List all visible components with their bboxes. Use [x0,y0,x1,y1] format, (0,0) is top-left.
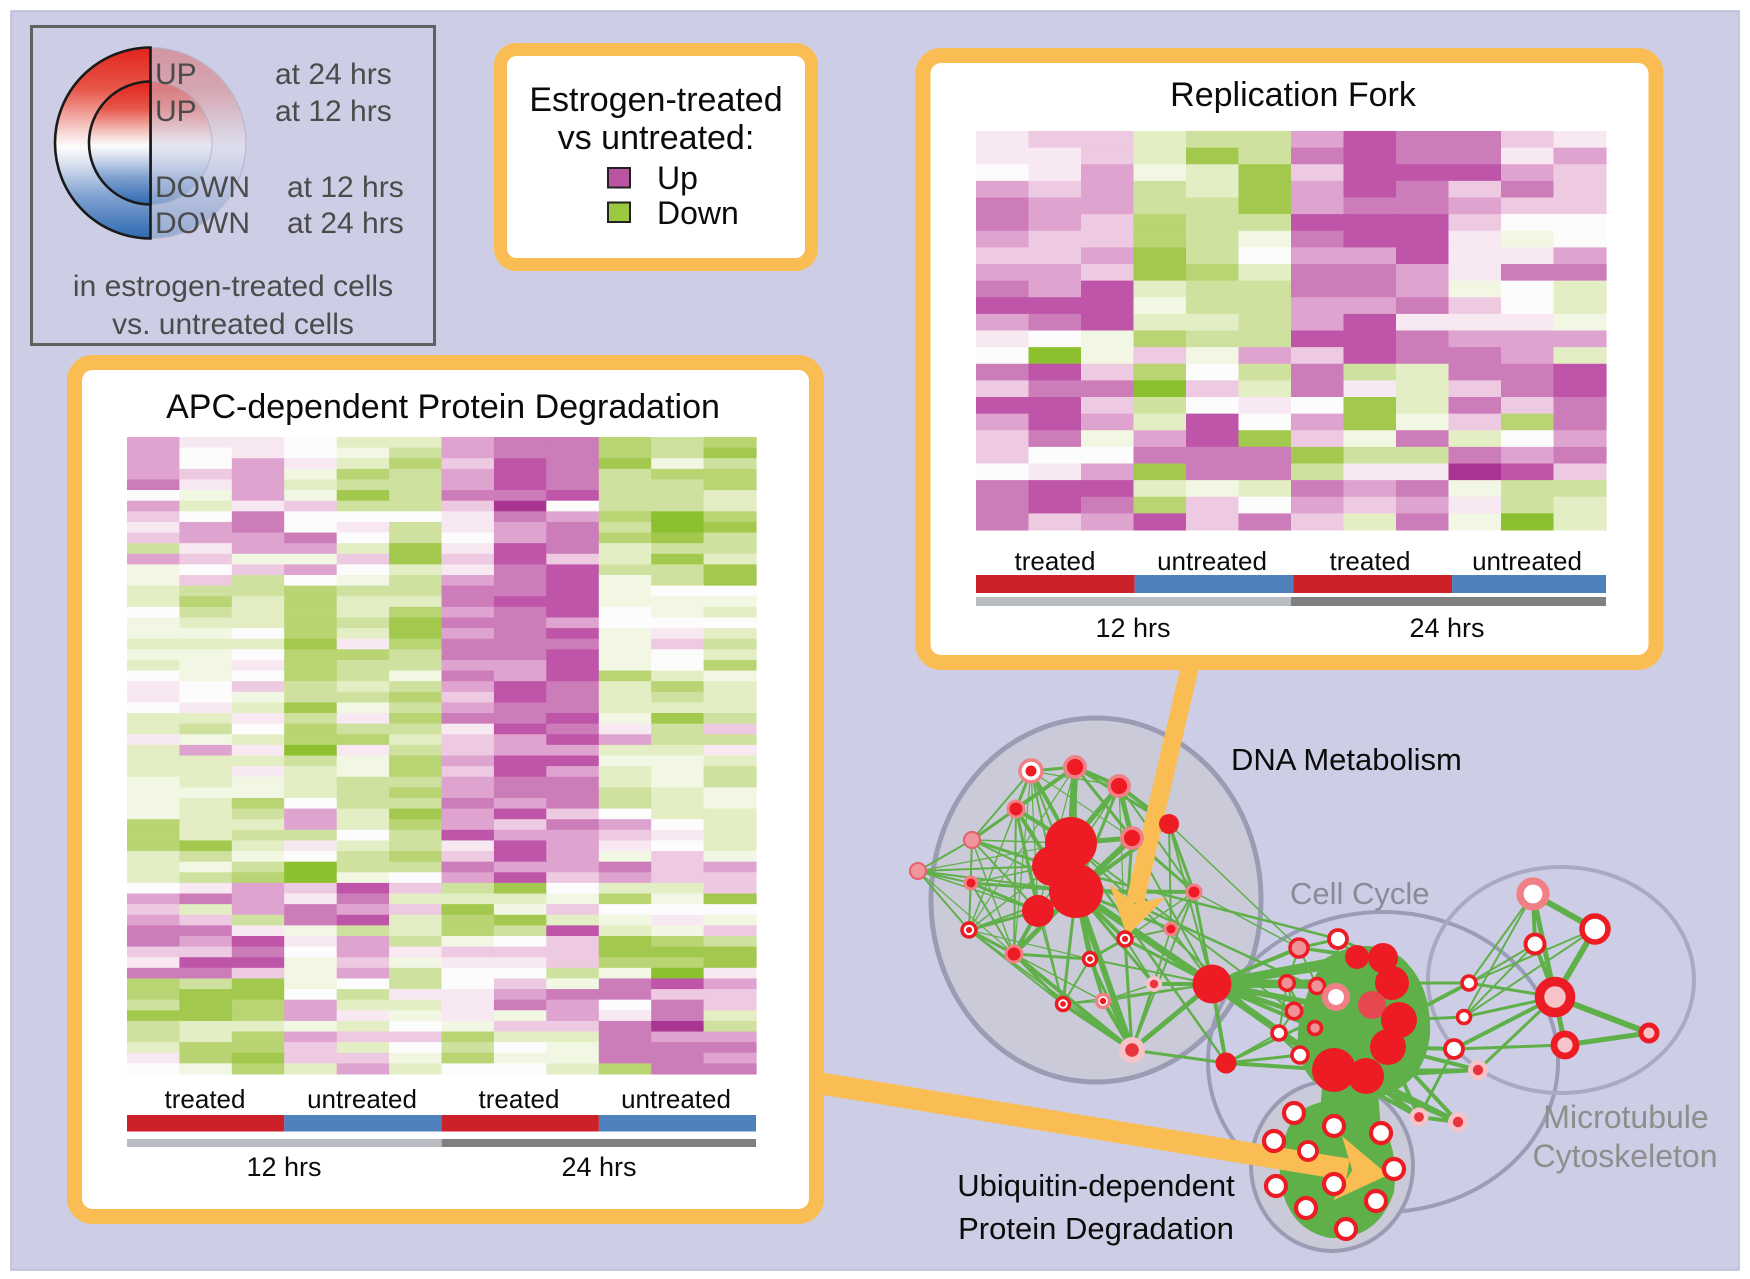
svg-text:APC-dependent Protein Degradat: APC-dependent Protein Degradation [166,388,720,426]
svg-text:Protein Degradation: Protein Degradation [958,1211,1234,1246]
svg-text:vs. untreated cells: vs. untreated cells [112,308,354,341]
svg-text:24 hrs: 24 hrs [561,1152,636,1182]
svg-text:treated: treated [165,1084,246,1114]
svg-text:treated: treated [1015,546,1096,576]
svg-text:at 24 hrs: at 24 hrs [275,58,392,91]
svg-text:Up: Up [657,160,698,196]
svg-text:DOWN: DOWN [155,171,250,204]
svg-text:Cytoskeleton: Cytoskeleton [1533,1138,1718,1174]
svg-text:at 24 hrs: at 24 hrs [287,207,404,240]
svg-text:Microtubule: Microtubule [1543,1099,1708,1135]
svg-text:untreated: untreated [1472,546,1582,576]
svg-text:12 hrs: 12 hrs [246,1152,321,1182]
svg-text:treated: treated [1330,546,1411,576]
svg-text:at 12 hrs: at 12 hrs [275,95,392,128]
svg-text:DNA Metabolism: DNA Metabolism [1231,742,1462,777]
svg-text:Ubiquitin-dependent: Ubiquitin-dependent [957,1168,1235,1203]
svg-text:vs untreated:: vs untreated: [558,119,755,157]
svg-text:Replication Fork: Replication Fork [1170,76,1417,114]
svg-text:DOWN: DOWN [155,207,250,240]
svg-text:untreated: untreated [621,1084,731,1114]
svg-text:treated: treated [479,1084,560,1114]
svg-text:Cell Cycle: Cell Cycle [1290,876,1430,911]
svg-text:UP: UP [155,95,197,128]
svg-text:12 hrs: 12 hrs [1095,613,1170,643]
svg-text:untreated: untreated [307,1084,417,1114]
svg-text:at 12 hrs: at 12 hrs [287,171,404,204]
svg-text:untreated: untreated [1157,546,1267,576]
svg-text:Down: Down [657,195,739,231]
svg-text:Estrogen-treated: Estrogen-treated [529,81,782,119]
svg-text:UP: UP [155,58,197,91]
svg-text:in estrogen-treated cells: in estrogen-treated cells [73,270,393,303]
svg-text:24 hrs: 24 hrs [1409,613,1484,643]
